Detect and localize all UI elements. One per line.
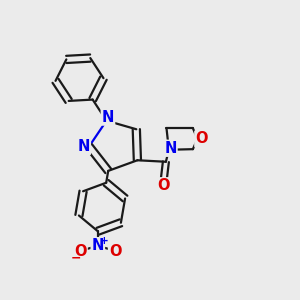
Text: N: N bbox=[77, 139, 90, 154]
Text: −: − bbox=[70, 251, 81, 264]
Text: O: O bbox=[109, 244, 122, 259]
Text: O: O bbox=[74, 244, 87, 259]
Text: O: O bbox=[157, 178, 170, 193]
Text: N: N bbox=[92, 238, 104, 253]
Text: +: + bbox=[99, 236, 108, 246]
Text: N: N bbox=[164, 141, 177, 156]
Text: N: N bbox=[102, 110, 114, 124]
Text: O: O bbox=[195, 131, 208, 146]
